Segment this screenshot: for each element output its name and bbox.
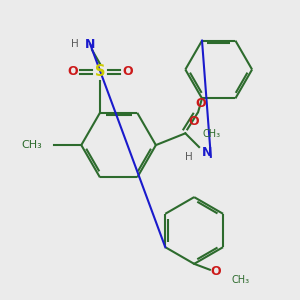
Text: O: O	[67, 65, 78, 78]
Text: CH₃: CH₃	[202, 129, 220, 139]
Text: N: N	[85, 38, 95, 51]
Text: H: H	[185, 152, 193, 162]
Text: O: O	[196, 98, 206, 110]
Text: O: O	[122, 65, 133, 78]
Text: H: H	[70, 39, 78, 49]
Text: N: N	[202, 146, 212, 159]
Text: S: S	[95, 64, 105, 79]
Text: CH₃: CH₃	[232, 274, 250, 285]
Text: CH₃: CH₃	[21, 140, 42, 150]
Text: O: O	[189, 116, 200, 128]
Text: O: O	[210, 265, 221, 278]
